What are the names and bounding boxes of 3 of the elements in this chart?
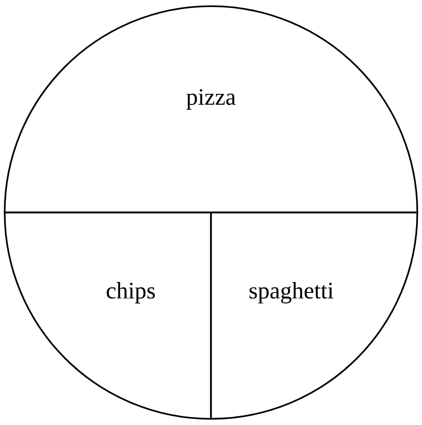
slice-label: chips <box>106 282 155 304</box>
slice-label: spaghetti <box>250 282 334 304</box>
slice-label: pizza <box>186 89 236 110</box>
